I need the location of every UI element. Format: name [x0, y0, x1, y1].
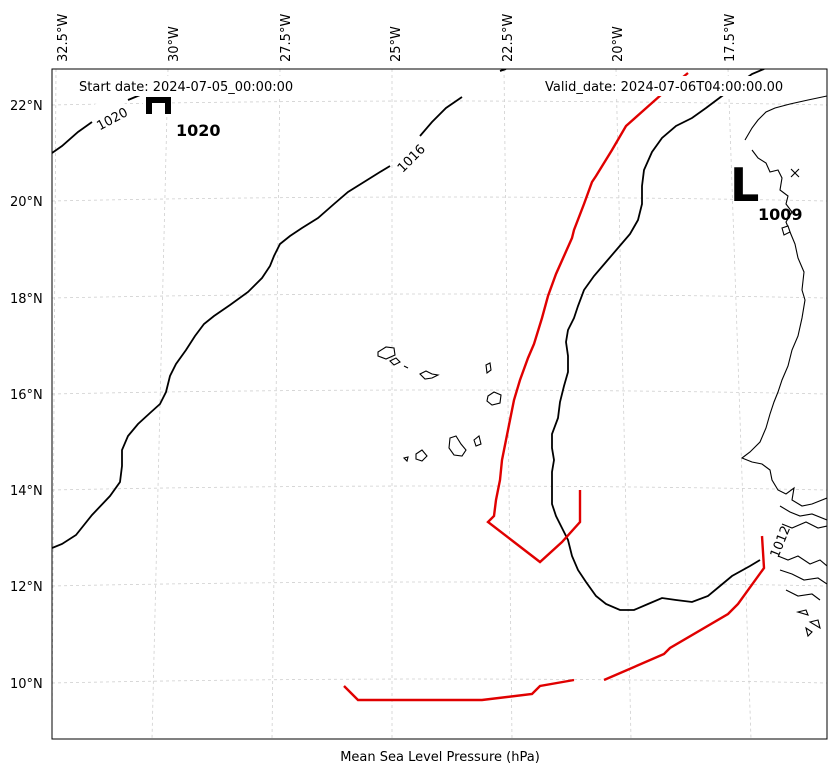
- island-bissagos-1: [795, 609, 809, 616]
- lon-tick-label: 20°W: [611, 26, 626, 62]
- storm-track: [343, 72, 766, 702]
- start-date-label: Start date: 2024-07-05_00:00:00: [79, 80, 293, 95]
- island-sao-nicolau: [419, 370, 440, 380]
- island-maio: [473, 435, 482, 447]
- start-date-bg: [70, 76, 320, 96]
- isobar-labels: 1020 1016 1012: [88, 91, 794, 560]
- island-bissagos-3: [805, 626, 813, 638]
- low-pressure-value: 1009: [758, 205, 803, 224]
- lat-tick-label: 18°N: [10, 292, 43, 307]
- lat-tick-labels: 22°N 20°N 18°N 16°N 14°N 12°N 10°N: [10, 99, 43, 692]
- island-fogo: [415, 449, 428, 462]
- pressure-centers: 1020 L 1009: [143, 95, 803, 224]
- lat-tick-label: 16°N: [10, 388, 43, 403]
- lat-tick-label: 14°N: [10, 484, 43, 499]
- island-boa-vista: [486, 391, 502, 406]
- lon-tick-label: 25°W: [389, 26, 404, 62]
- island-sal: [485, 362, 492, 375]
- africa-coastline: [740, 95, 827, 601]
- track-segment-north: [486, 72, 689, 564]
- lon-tick-label: 30°W: [167, 26, 182, 62]
- island-bissagos-2: [808, 619, 821, 630]
- lon-tick-label: 22.5°W: [501, 14, 516, 62]
- lat-tick-label: 22°N: [10, 99, 43, 114]
- island-santiago: [448, 435, 467, 457]
- lat-tick-label: 10°N: [10, 677, 43, 692]
- lat-tick-label: 20°N: [10, 195, 43, 210]
- island-arguin: [781, 225, 791, 236]
- valid-date-label: Valid_date: 2024-07-06T04:00:00.00: [545, 80, 783, 95]
- valid-date-bg: [538, 76, 810, 96]
- low-pressure-letter: L: [730, 158, 759, 212]
- isobar-1016-curve-east: [419, 69, 507, 137]
- island-sao-vicente: [389, 357, 401, 366]
- plot-frame: [51, 68, 828, 740]
- lon-tick-label: 27.5°W: [279, 14, 294, 62]
- lon-tick-labels: 32.5°W 30°W 27.5°W 25°W 22.5°W 20°W 17.5…: [56, 14, 738, 62]
- coastline: [377, 95, 827, 638]
- isobar-1016-curve-west: [52, 165, 391, 549]
- lat-tick-label: 12°N: [10, 580, 43, 595]
- high-pressure-symbol: [146, 97, 171, 114]
- graticule: [52, 69, 827, 739]
- isobar-label-1016: 1016: [395, 142, 429, 176]
- island-brava: [402, 456, 409, 463]
- isobars: [52, 69, 778, 611]
- track-segment-south: [343, 535, 766, 702]
- map-xlabel: Mean Sea Level Pressure (hPa): [340, 750, 540, 765]
- isobar-1012-curve: [551, 69, 765, 611]
- high-pressure-value: 1020: [176, 121, 221, 140]
- island-santo-antao: [377, 346, 396, 360]
- lon-tick-label: 32.5°W: [56, 14, 71, 62]
- station-marker-icon: [790, 168, 800, 178]
- island-santa-luzia: [403, 365, 409, 369]
- lon-tick-label: 17.5°W: [723, 14, 738, 62]
